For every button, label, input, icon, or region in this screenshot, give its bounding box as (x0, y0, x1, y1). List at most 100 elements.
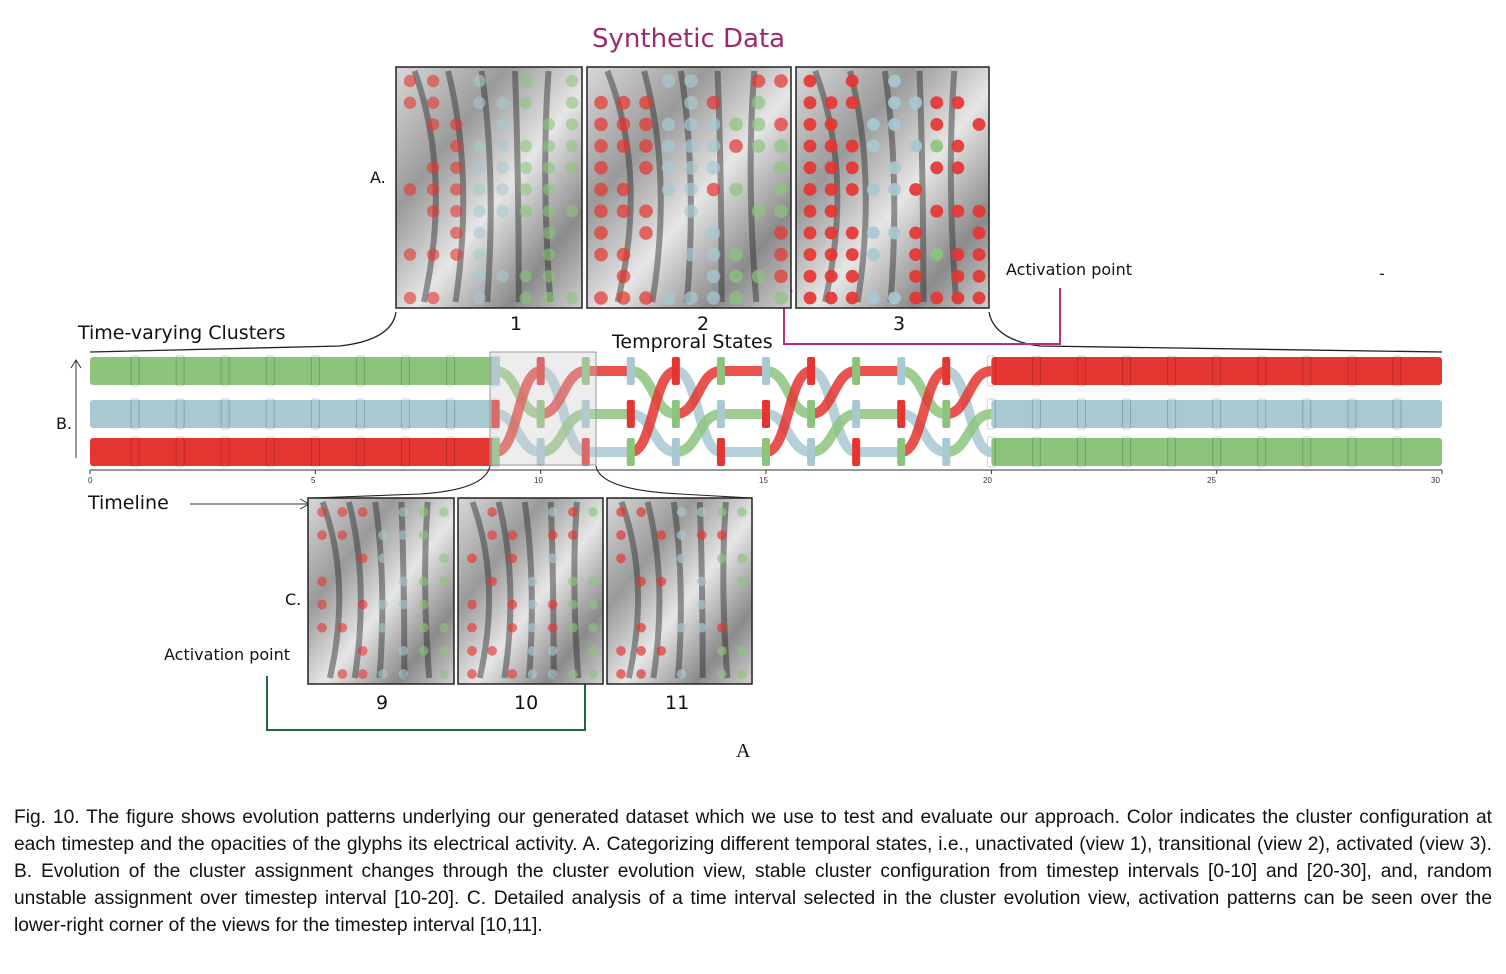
transition-ribbon (809, 366, 858, 457)
transition-ribbon (675, 409, 722, 457)
state-node (581, 438, 590, 466)
brain-view-3 (795, 66, 990, 309)
tick-label-0: 0 (88, 476, 93, 485)
transition-ribbon (629, 366, 678, 457)
label-section-a: A. (370, 168, 386, 187)
state-node (762, 357, 770, 385)
view-number-9: 9 (376, 692, 389, 714)
state-node (626, 357, 635, 385)
label-activation-point-top: Activation point (1006, 260, 1132, 279)
label-timeline: Timeline (88, 492, 169, 514)
state-node (762, 438, 770, 466)
state-node (716, 357, 725, 385)
label-time-varying-clusters: Time-varying Clusters (78, 322, 286, 344)
zoom-connector-bottom-right (595, 465, 753, 499)
label-activation-point-bottom: Activation point (164, 645, 290, 664)
figure-caption: Fig. 10. The figure shows evolution patt… (14, 807, 1492, 936)
tick-label-20: 20 (983, 476, 992, 485)
tick-label-5: 5 (311, 476, 316, 485)
state-node (807, 400, 816, 428)
label-section-b: B. (56, 414, 73, 433)
transition-ribbon (674, 366, 722, 419)
timeline-ticks (89, 470, 1443, 474)
transition-ribbon (945, 409, 993, 457)
transition-ribbon (674, 366, 723, 457)
state-node (671, 438, 680, 466)
brain-view-10 (457, 497, 604, 685)
transition-ribbon (810, 409, 857, 457)
brain-view-11 (606, 497, 753, 685)
transition-ribbon (945, 366, 993, 419)
state-node (897, 438, 906, 466)
bar-segment-early (90, 438, 496, 466)
view-number-10: 10 (514, 692, 539, 714)
state-node (942, 357, 951, 385)
state-node (716, 438, 725, 466)
state-node (942, 400, 951, 428)
transition-ribbon (539, 409, 587, 457)
state-node (942, 438, 951, 466)
transition-ribbon (765, 409, 812, 457)
transition-ribbon (944, 366, 993, 457)
state-node (897, 400, 906, 428)
state-node (491, 400, 500, 428)
state-node (491, 438, 500, 466)
transition-ribbon (494, 366, 542, 419)
subfigure-label: A (736, 740, 751, 762)
view-number-3: 3 (893, 313, 906, 335)
activation-line-top (783, 282, 1061, 345)
figure-title: Synthetic Data (592, 24, 786, 54)
bar-segment-early (90, 357, 496, 385)
brain-view-2 (586, 66, 792, 309)
state-node (852, 400, 861, 428)
transition-ribbon (900, 409, 948, 457)
transition-ribbon (810, 366, 858, 419)
state-node (581, 357, 590, 385)
state-node (807, 357, 816, 385)
state-node (852, 357, 861, 385)
state-node (852, 438, 861, 466)
state-node (807, 438, 816, 466)
zoom-connector-bottom-left (311, 465, 491, 499)
view-number-2: 2 (697, 313, 710, 335)
tick-label-30: 30 (1431, 476, 1440, 485)
transition-ribbon (629, 366, 677, 419)
state-node (626, 400, 635, 428)
selection-box (489, 351, 597, 466)
state-node (536, 438, 545, 466)
state-node (581, 400, 590, 428)
state-node (491, 357, 500, 385)
state-node (536, 357, 545, 385)
view-number-11: 11 (665, 692, 690, 714)
state-node (626, 438, 635, 466)
transition-ribbon (899, 366, 948, 457)
transition-ribbon (765, 366, 812, 419)
state-node (671, 357, 680, 385)
transition-ribbon (539, 366, 587, 419)
state-node (762, 400, 770, 428)
stray-dash: - (1379, 264, 1385, 283)
tick-label-15: 15 (759, 476, 768, 485)
transition-ribbon (764, 366, 813, 457)
activation-line-bottom (266, 660, 586, 731)
state-node (671, 400, 680, 428)
label-section-c: C. (285, 590, 302, 609)
state-node (897, 357, 906, 385)
state-node (716, 400, 725, 428)
bar-segment-late (991, 438, 1442, 466)
cluster-evolution-bars (90, 355, 1442, 468)
label-temporal-states: Temproral States (612, 331, 773, 353)
tick-label-10: 10 (534, 476, 543, 485)
transition-ribbon (539, 366, 588, 457)
zoom-connector-left (89, 311, 397, 353)
figure-graphics (70, 66, 1443, 731)
transition-ribbon (630, 409, 677, 457)
view-number-1: 1 (510, 313, 523, 335)
transition-ribbon (900, 366, 948, 419)
bar-segment-early (90, 400, 496, 428)
transition-ribbon (494, 409, 542, 457)
zoom-connector-right (988, 311, 1443, 353)
tick-label-25: 25 (1207, 476, 1216, 485)
transition-ribbon (494, 366, 543, 457)
bar-segment-late (991, 357, 1442, 385)
